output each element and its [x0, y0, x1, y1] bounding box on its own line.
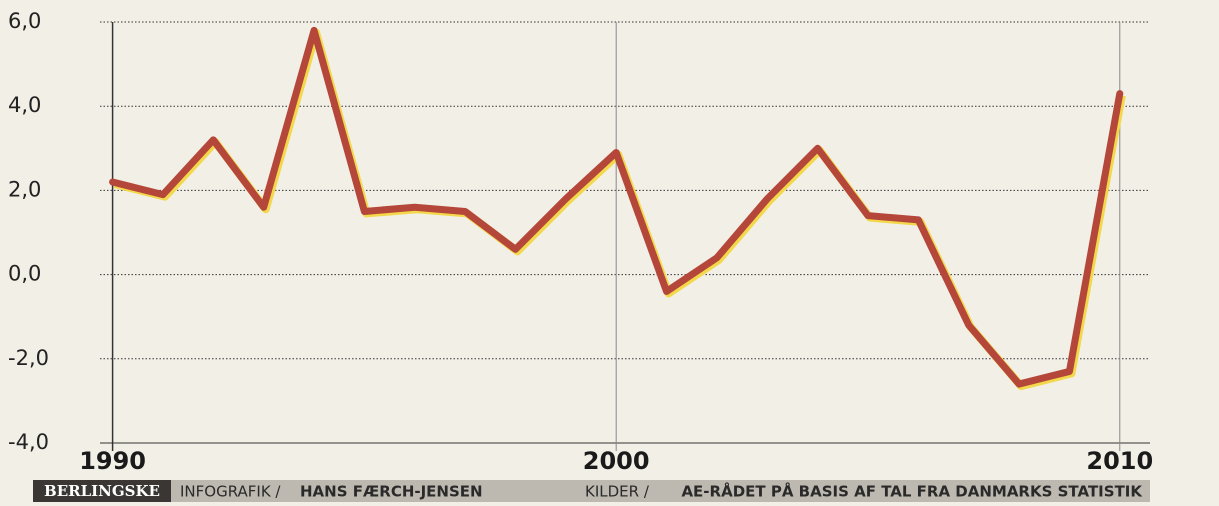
brand: BERLINGSKE [44, 482, 160, 500]
y-tick-label: 4,0 [8, 93, 41, 117]
sources: AE-RÅDET PÅ BASIS AF TAL FRA DANMARKS ST… [681, 482, 1143, 501]
footer-band [33, 480, 1150, 502]
x-tick-label: 1990 [79, 447, 146, 475]
y-tick-label: 2,0 [8, 177, 41, 201]
sources-label: KILDER / [585, 483, 650, 501]
brand-box [33, 480, 171, 502]
author: HANS FÆRCH-JENSEN [300, 483, 483, 501]
infographic-label: INFOGRAFIK / [180, 483, 281, 501]
y-tick-label: -2,0 [8, 346, 49, 370]
line [109, 26, 1124, 388]
y-tick-label: 6,0 [8, 9, 41, 33]
x-tick-label: 2000 [583, 447, 650, 475]
y-tick-label: -4,0 [8, 430, 49, 454]
y-tick-label: 0,0 [8, 262, 41, 286]
x-tick-label: 2010 [1086, 447, 1153, 475]
